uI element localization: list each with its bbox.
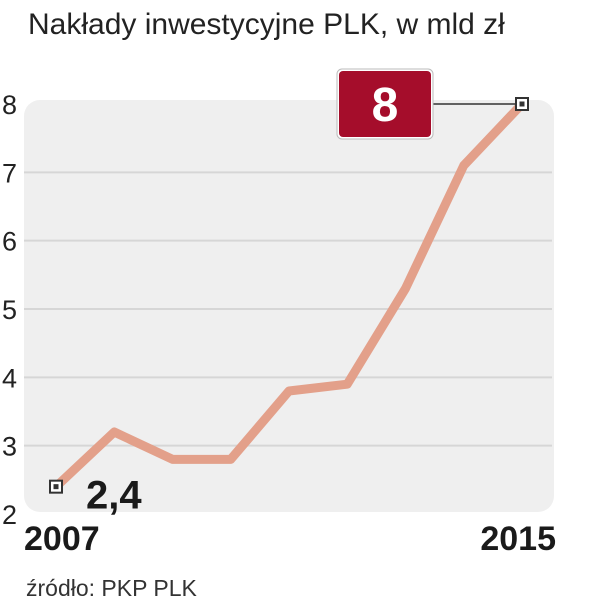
chart-title: Nakłady inwestycyjne PLK, w mld zł [28, 8, 505, 41]
x-tick-start: 2007 [24, 520, 100, 558]
source-note: źródło: PKP PLK [26, 575, 198, 601]
data-label-end: 8 [372, 79, 399, 132]
y-tick-2: 2 [2, 500, 17, 530]
y-tick-7: 7 [2, 158, 17, 188]
y-tick-4: 4 [2, 363, 17, 393]
plot-panel [24, 100, 554, 512]
point-marker-end-dot [519, 101, 525, 107]
x-axis-ticks: 2007 2015 [24, 520, 556, 558]
y-tick-3: 3 [2, 432, 17, 462]
y-axis-ticks: 2 3 4 5 6 7 8 [2, 90, 17, 530]
gridlines [24, 171, 552, 447]
x-tick-end: 2015 [480, 520, 556, 558]
data-label-start: 2,4 [86, 474, 142, 518]
series-line [51, 99, 527, 492]
y-tick-5: 5 [2, 295, 17, 325]
data-labels: 2,48 [86, 68, 516, 518]
data-label-end-box [339, 71, 431, 137]
y-tick-8: 8 [2, 90, 17, 120]
point-marker-start-dot [53, 484, 59, 490]
y-tick-6: 6 [2, 227, 17, 257]
